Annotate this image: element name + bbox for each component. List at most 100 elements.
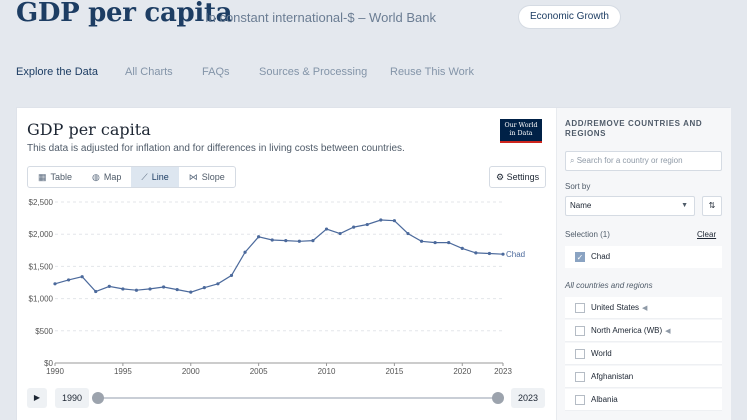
tab-faqs[interactable]: FAQs [202,66,230,78]
x-tick-label: 2020 [453,367,471,376]
checkbox[interactable] [575,372,585,382]
timeline-slider-track[interactable] [97,397,499,399]
data-point[interactable] [243,250,247,254]
checkbox[interactable] [575,326,585,336]
tab-reuse-this-work[interactable]: Reuse This Work [390,66,474,78]
settings-button[interactable]: ⚙ Settings [489,166,547,188]
data-point[interactable] [474,251,478,255]
chart-view-tabs: ▦ Table ◍ Map ⟋ Line ⋈ Slope [27,166,236,188]
x-tick-label: 2023 [494,367,512,376]
data-point[interactable] [392,219,396,223]
data-point[interactable] [107,284,111,288]
focus-flag-icon: ◀ [642,305,648,312]
all-entities-label: All countries and regions [565,281,653,290]
globe-icon: ◍ [92,172,100,182]
data-point[interactable] [53,282,57,286]
data-point[interactable] [379,218,383,222]
data-point[interactable] [447,240,451,245]
data-point[interactable] [175,287,179,292]
view-tab-line[interactable]: ⟋ Line [131,167,179,187]
view-tab-slope[interactable]: ⋈ Slope [179,167,235,187]
x-tick-label: 1990 [46,367,64,376]
tab-all-charts[interactable]: All Charts [125,66,173,78]
data-point[interactable] [94,289,98,294]
data-point[interactable] [134,288,139,292]
data-point[interactable] [284,239,288,243]
data-point[interactable] [297,239,301,243]
tab-sources-processing[interactable]: Sources & Processing [259,66,368,78]
y-tick-label: $500 [35,327,53,336]
page-title: GDP per capita [16,0,233,28]
data-point[interactable] [338,231,342,236]
page-nav-tabs: Explore the Data All Charts FAQs Sources… [0,62,747,86]
data-point[interactable] [460,246,464,250]
owid-logo[interactable]: Our World in Data [500,119,542,143]
entity-item[interactable]: World [565,343,722,365]
data-point[interactable] [501,252,505,256]
y-tick-label: $2,000 [29,230,54,239]
series-line[interactable] [54,219,504,293]
timeline-start-handle[interactable] [92,392,104,404]
checkbox[interactable] [575,349,585,359]
entity-item[interactable]: Albania [565,389,722,411]
tab-explore-the-data[interactable]: Explore the Data [16,66,98,78]
timeline-end-year[interactable]: 2023 [511,388,546,408]
chart-subtitle: This data is adjusted for inflation and … [27,143,405,154]
search-input[interactable]: ⌕ Search for a country or region [565,151,722,171]
x-tick-label: 2005 [250,367,268,376]
x-tick-label: 2000 [182,367,200,376]
data-point[interactable] [257,235,261,239]
topic-tag-button[interactable]: Economic Growth [519,6,620,28]
data-point[interactable] [324,227,329,231]
entity-item[interactable]: Afghanistan [565,366,722,388]
entity-item[interactable]: North America (WB) ◀ [565,320,722,342]
clear-selection-link[interactable]: Clear [697,230,717,239]
series-label[interactable]: Chad [506,250,525,259]
table-icon: ▦ [38,172,47,182]
data-point[interactable] [365,222,369,227]
sort-select[interactable]: Name ▼ [565,196,695,216]
gear-icon: ⚙ [496,172,505,182]
sort-by-label: Sort by [565,182,591,191]
y-tick-label: $1,000 [29,295,54,304]
checkbox-checked[interactable]: ✓ [575,252,585,262]
page-subtitle: In constant international-$ – World Bank [205,10,437,25]
data-point[interactable] [216,282,220,286]
data-point[interactable] [419,239,424,243]
chart-card: GDP per capita This data is adjusted for… [16,107,731,420]
chevron-down-icon: ▼ [681,202,688,209]
data-point[interactable] [311,239,315,243]
data-point[interactable] [270,238,274,242]
data-point[interactable] [229,273,234,278]
x-tick-label: 2015 [385,367,403,376]
checkbox[interactable] [575,395,585,405]
data-point[interactable] [433,240,437,245]
data-point[interactable] [189,290,193,294]
data-point[interactable] [202,286,206,290]
sidebar-heading: ADD/REMOVE COUNTRIES AND REGIONS [565,119,703,138]
entity-selector-sidebar: ADD/REMOVE COUNTRIES AND REGIONS ⌕ Searc… [556,108,731,420]
view-tab-map[interactable]: ◍ Map [82,167,131,187]
data-point[interactable] [80,275,84,279]
selected-entity-item[interactable]: ✓ Chad [565,246,722,268]
data-point[interactable] [121,287,125,291]
chart-title: GDP per capita [27,120,151,139]
data-point[interactable] [352,225,356,229]
data-point[interactable] [406,231,410,236]
play-button[interactable]: ▶ [27,388,47,408]
data-point[interactable] [487,251,492,256]
view-tab-table[interactable]: ▦ Table [28,167,82,187]
x-tick-label: 1995 [114,367,132,376]
focus-flag-icon: ◀ [665,328,671,335]
line-chart-icon: ⟋ [141,172,148,182]
data-point[interactable] [148,287,152,291]
y-tick-label: $0 [44,359,53,368]
sort-order-icon: ⇅ [708,201,716,210]
data-point[interactable] [66,278,71,282]
timeline-start-year[interactable]: 1990 [55,388,90,408]
data-point[interactable] [162,285,166,289]
checkbox[interactable] [575,303,585,313]
entity-item[interactable]: United States ◀ [565,297,722,319]
timeline-end-handle[interactable] [492,392,504,404]
sort-direction-button[interactable]: ⇅ [702,196,722,216]
